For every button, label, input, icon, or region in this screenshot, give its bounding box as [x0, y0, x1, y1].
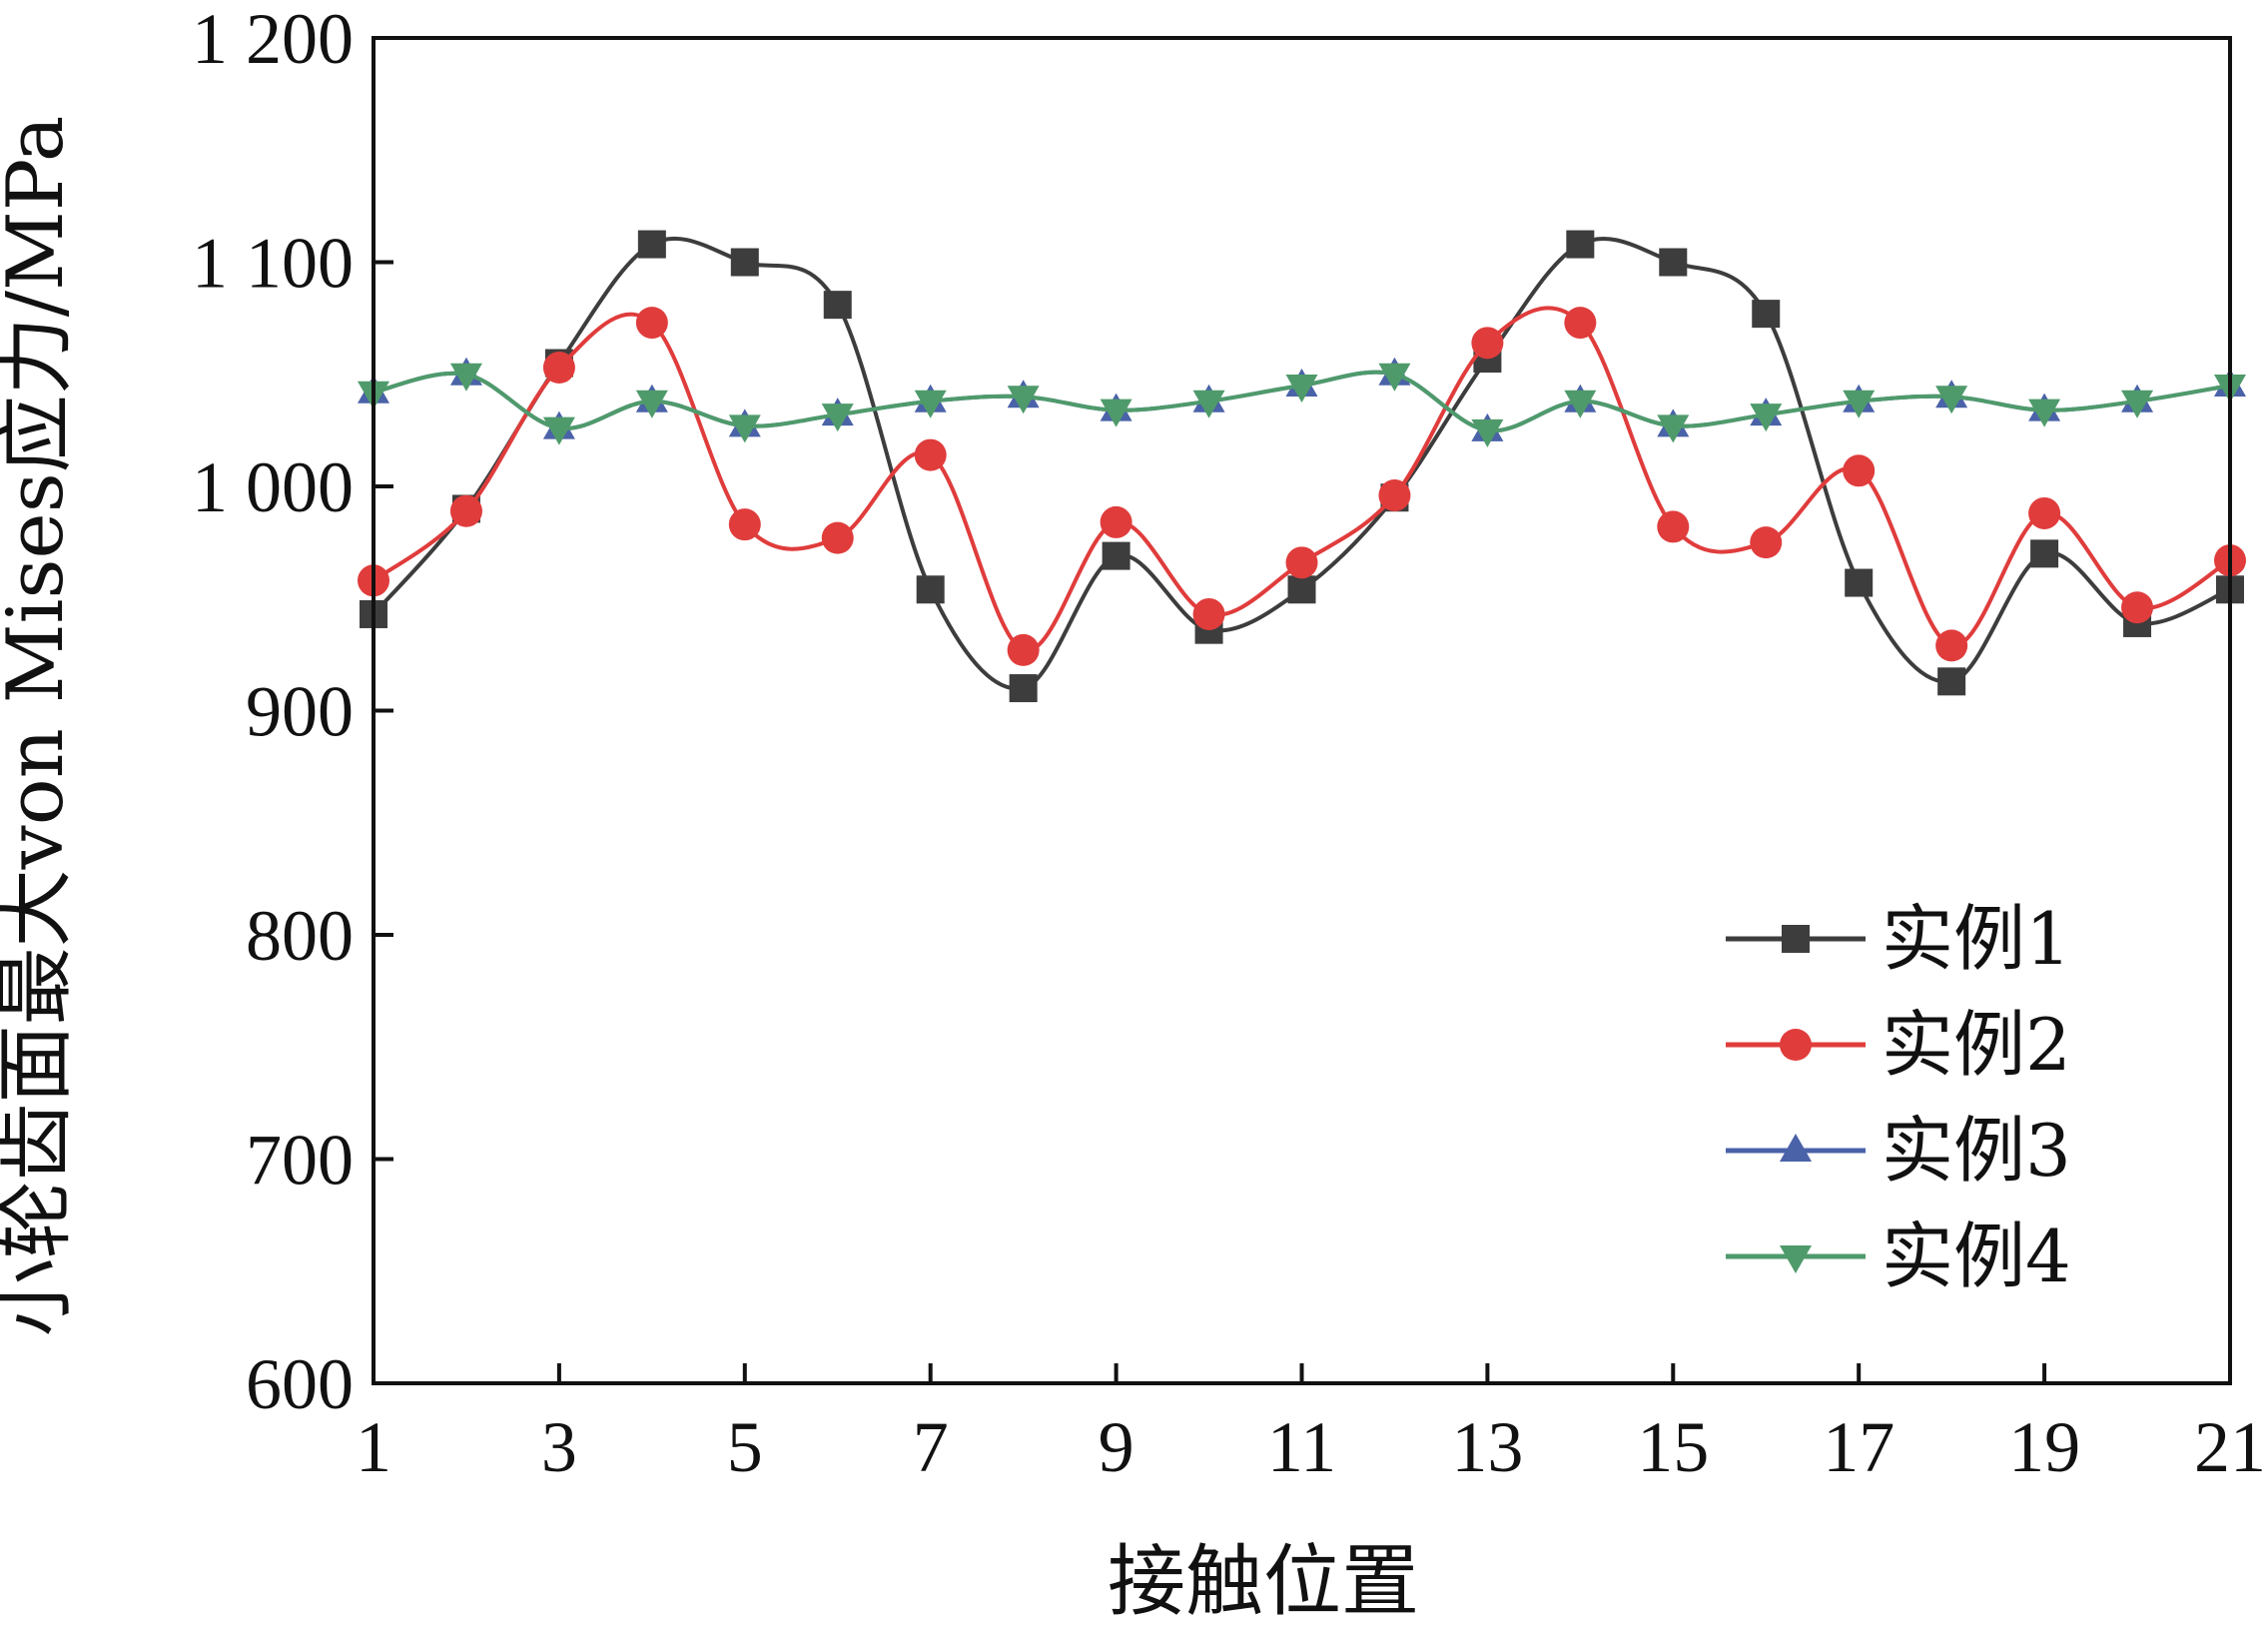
x-tick-label: 5: [727, 1407, 763, 1487]
series-1-point: [2030, 539, 2059, 568]
series-2-point: [1192, 597, 1225, 630]
series-4-point: [1750, 404, 1783, 432]
series-2-point: [821, 521, 854, 554]
series-4-point: [728, 414, 761, 443]
legend-item-4: 实例4: [1726, 1215, 2071, 1298]
legend-item-3: 实例3: [1726, 1109, 2071, 1193]
y-tick-label: 1 200: [192, 0, 354, 79]
y-tick-label: 800: [246, 896, 354, 976]
series-2-point: [1843, 454, 1876, 487]
legend-marker: [1780, 1134, 1812, 1162]
legend-marker: [1782, 925, 1810, 953]
series-1-point: [1845, 568, 1874, 597]
series-2-point: [1657, 510, 1690, 543]
series-1-point: [1659, 248, 1688, 277]
series-4-point: [1657, 414, 1690, 443]
x-tick-label: 21: [2194, 1407, 2266, 1487]
x-axis-title: 接触位置: [1108, 1537, 1419, 1627]
series-2-point: [1471, 327, 1504, 360]
plot-background: [374, 38, 2230, 1383]
legend-marker: [1780, 1029, 1812, 1061]
series-2-point: [2121, 591, 2154, 624]
y-tick-label: 600: [246, 1344, 354, 1424]
series-1-point: [1287, 575, 1316, 604]
legend-label: 实例4: [1882, 1215, 2071, 1298]
y-tick-label: 900: [246, 672, 354, 752]
series-4-point: [1471, 418, 1504, 447]
series-1-point: [1752, 300, 1781, 329]
x-tick-label: 15: [1637, 1407, 1709, 1487]
series-4-point: [1100, 399, 1133, 427]
series-2-point: [914, 438, 947, 471]
series-4-point: [1192, 390, 1225, 418]
x-tick-label: 13: [1451, 1407, 1523, 1487]
legend-label: 实例2: [1882, 1003, 2071, 1087]
series-2-point: [635, 307, 668, 340]
series-1-point: [1566, 230, 1595, 259]
legend-label: 实例1: [1882, 897, 2071, 981]
series-4-point: [2121, 390, 2154, 418]
series-2-point: [1935, 629, 1968, 662]
series-2-point: [1564, 307, 1597, 340]
series-2-point: [1378, 478, 1411, 511]
x-tick-label: 9: [1099, 1407, 1134, 1487]
y-axis-title: 小轮齿面最大von Mises应力/MPa: [0, 116, 81, 1337]
series-1-point: [1102, 541, 1131, 570]
series-4-point: [1935, 386, 1968, 414]
x-tick-label: 17: [1823, 1407, 1894, 1487]
y-tick-label: 700: [246, 1121, 354, 1201]
series-2-point: [2028, 496, 2061, 529]
series-2-point: [1007, 633, 1040, 666]
x-tick-label: 19: [2008, 1407, 2080, 1487]
x-tick-label: 3: [541, 1407, 577, 1487]
series-4-point: [914, 390, 947, 418]
series-2-point: [542, 352, 575, 385]
series-4-point: [1564, 390, 1597, 418]
series-1-point: [730, 248, 759, 277]
series-4-point: [542, 416, 575, 445]
series-1-point: [916, 575, 945, 604]
x-tick-label: 11: [1267, 1407, 1336, 1487]
series-1-point: [637, 230, 666, 259]
series-2-point: [1750, 526, 1783, 559]
series-1-point: [1937, 667, 1966, 696]
x-tick-label: 1: [356, 1407, 391, 1487]
legend: 实例1 实例2 实例3 实例4: [1726, 897, 2071, 1298]
series-4-point: [2028, 399, 2061, 427]
series-layer: [358, 230, 2246, 703]
series-4-point: [1378, 363, 1411, 392]
series-1-point: [823, 291, 852, 320]
series-4-point: [635, 390, 668, 418]
legend-item-2: 实例2: [1726, 1003, 2071, 1087]
series-2-point: [1285, 546, 1318, 579]
legend-label: 实例3: [1882, 1109, 2071, 1193]
series-2-point: [1100, 505, 1133, 538]
series-4-point: [449, 363, 482, 392]
plot-area: [374, 38, 2230, 1383]
series-4-point: [821, 404, 854, 432]
x-tick-label: 7: [913, 1407, 949, 1487]
series-4-point: [1843, 390, 1876, 418]
series-4-point: [1285, 374, 1318, 403]
series-2-point: [449, 494, 482, 527]
series-1-point: [1009, 674, 1038, 703]
y-tick-label: 1 000: [192, 447, 354, 527]
series-4-point: [1007, 386, 1040, 414]
series-4: [358, 363, 2246, 447]
y-tick-label: 1 100: [192, 224, 354, 304]
legend-item-1: 实例1: [1726, 897, 2071, 981]
series-2-point: [728, 508, 761, 541]
legend-marker: [1780, 1245, 1812, 1273]
